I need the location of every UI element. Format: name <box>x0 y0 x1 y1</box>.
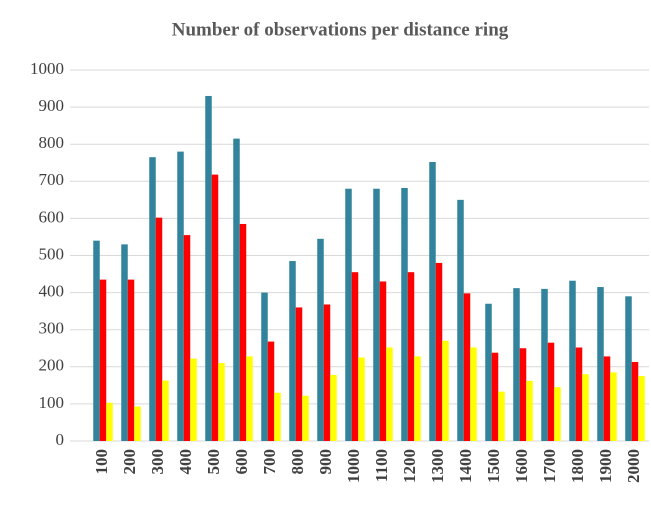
x-tick-label: 1000 <box>344 449 363 483</box>
bar <box>470 347 477 441</box>
bar <box>554 387 561 441</box>
bar <box>183 235 191 441</box>
x-tick-label: 200 <box>120 449 139 475</box>
bar <box>289 261 296 441</box>
chart-title: Number of observations per distance ring <box>172 19 509 40</box>
bar <box>631 361 639 441</box>
bar <box>330 374 337 441</box>
y-tick-label: 300 <box>39 319 65 338</box>
bar <box>485 303 492 441</box>
bar <box>603 356 611 441</box>
bar <box>491 352 499 441</box>
bar <box>155 217 163 441</box>
x-tick-label: 1500 <box>484 449 503 483</box>
bar <box>323 304 331 441</box>
bar <box>358 357 365 441</box>
y-tick-label: 600 <box>39 207 65 226</box>
bar <box>177 151 184 441</box>
bar <box>351 272 359 441</box>
bar <box>625 296 632 441</box>
x-tick-label: 700 <box>260 449 279 475</box>
y-tick-label: 1000 <box>30 59 64 78</box>
bar <box>295 307 303 441</box>
bar <box>414 356 421 441</box>
bar <box>442 340 449 441</box>
bar <box>463 293 471 441</box>
bar <box>498 391 505 441</box>
bar <box>401 187 408 441</box>
x-tick-label: 500 <box>204 449 223 475</box>
x-tick-label: 1300 <box>428 449 447 483</box>
x-tick-label: 1200 <box>400 449 419 483</box>
y-tick-label: 200 <box>39 356 65 375</box>
bar <box>407 272 415 441</box>
y-tick-label: 900 <box>39 96 65 115</box>
bar <box>547 342 555 441</box>
bar <box>218 363 225 441</box>
x-tick-label: 400 <box>176 449 195 475</box>
y-tick-label: 700 <box>39 170 65 189</box>
bar <box>93 240 100 441</box>
x-tick-label: 1100 <box>372 449 391 482</box>
bar <box>302 395 309 441</box>
bar <box>373 188 380 441</box>
bar <box>162 380 169 441</box>
bar <box>345 188 352 441</box>
bar <box>569 280 576 441</box>
x-tick-label: 1900 <box>596 449 615 483</box>
x-tick-label: 100 <box>92 449 111 475</box>
bar <box>233 138 240 441</box>
bar <box>121 244 128 441</box>
bar <box>513 288 520 441</box>
x-tick-label: 1600 <box>512 449 531 483</box>
y-tick-label: 400 <box>39 282 65 301</box>
bar <box>211 174 219 441</box>
x-tick-label: 2000 <box>624 449 643 483</box>
bar <box>638 376 645 441</box>
bar <box>261 292 268 441</box>
bar <box>429 162 436 441</box>
bar <box>134 406 141 441</box>
bar <box>610 372 617 441</box>
bar <box>267 341 275 441</box>
x-tick-label: 900 <box>316 449 335 475</box>
bar <box>246 356 253 441</box>
y-tick-label: 0 <box>56 430 65 449</box>
bar <box>519 348 527 441</box>
bar <box>205 95 212 441</box>
bar <box>435 262 443 441</box>
x-tick-label: 1800 <box>568 449 587 483</box>
x-tick-label: 300 <box>148 449 167 475</box>
bar <box>274 392 281 441</box>
x-tick-label: 800 <box>288 449 307 475</box>
bar <box>317 238 324 441</box>
bar <box>541 288 548 441</box>
x-tick-label: 1700 <box>540 449 559 483</box>
y-tick-label: 100 <box>39 393 65 412</box>
bar <box>127 279 135 441</box>
bar <box>526 380 533 441</box>
bar <box>149 157 156 441</box>
bar <box>239 223 247 441</box>
y-tick-label: 800 <box>39 133 65 152</box>
bar <box>99 279 107 441</box>
bar <box>190 358 197 441</box>
bar <box>597 287 604 441</box>
bar <box>582 374 589 441</box>
bar <box>575 347 583 441</box>
bar <box>379 281 387 441</box>
x-tick-label: 600 <box>232 449 251 475</box>
bar <box>386 347 393 441</box>
bar <box>106 402 113 441</box>
y-tick-label: 500 <box>39 244 65 263</box>
x-tick-label: 1400 <box>456 449 475 483</box>
bar <box>457 199 464 441</box>
